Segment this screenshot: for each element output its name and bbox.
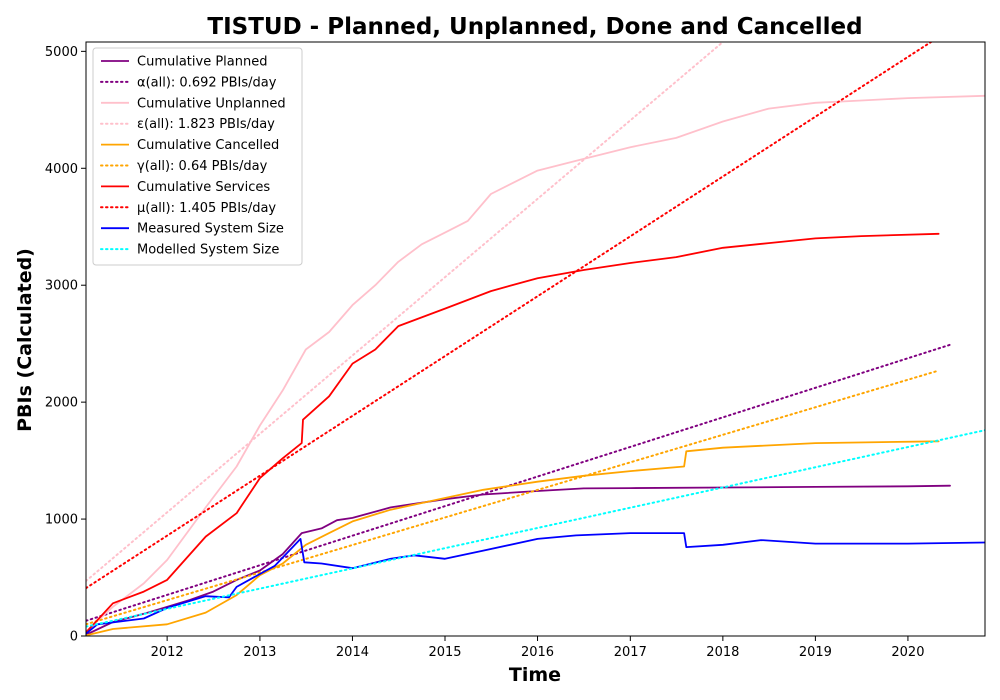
- legend-entry: μ(all): 1.405 PBIs/day: [100, 201, 276, 216]
- x-axis: 2012 2013 2014 2015 2016 2017 2018 2019 2020: [151, 636, 924, 660]
- plot-frame: [85, 41, 986, 637]
- legend-label: α(all): 0.692 PBIs/day: [137, 75, 277, 90]
- y-tick-label: 4000: [45, 162, 78, 177]
- legend: Cumulative Planned α(all): 0.692 PBIs/day…: [92, 47, 303, 266]
- legend-entry: Cumulative Unplanned: [101, 96, 286, 111]
- y-axis-label: PBIs (Calculated): [14, 248, 36, 432]
- legend-entry: Measured System Size: [101, 222, 284, 237]
- x-tick-label: 2014: [336, 645, 369, 660]
- legend-label: Cumulative Planned: [137, 55, 267, 70]
- x-tick-label: 2019: [799, 645, 832, 660]
- legend-label: ε(all): 1.823 PBIs/day: [137, 117, 275, 132]
- legend-entry: α(all): 0.692 PBIs/day: [100, 75, 277, 90]
- y-tick-label: 0: [70, 630, 78, 645]
- legend-label: Modelled System Size: [137, 243, 279, 258]
- x-tick-label: 2013: [243, 645, 276, 660]
- series-2-cumulative-unplanned-line: [86, 94, 985, 633]
- plot-area: [85, 41, 986, 637]
- x-tick-label: 2017: [614, 645, 647, 660]
- y-tick-label: 5000: [45, 45, 78, 60]
- series-4-cumulative-cancelled-line: [86, 440, 940, 636]
- series-6-cumulative-services-line: [86, 232, 940, 634]
- legend-entry: Cumulative Cancelled: [101, 138, 279, 153]
- series-group: [86, 42, 985, 636]
- series-9-modelled-system-size-line: [86, 429, 985, 628]
- x-tick-label: 2012: [151, 645, 184, 660]
- x-axis-label: Time: [509, 664, 561, 686]
- legend-entry: Modelled System Size: [100, 243, 279, 258]
- series-1-all-0-692-pbis-day-line: [86, 343, 951, 622]
- y-tick-label: 1000: [45, 513, 78, 528]
- x-tick-label: 2018: [706, 645, 739, 660]
- series-5-all-0-64-pbis-day-line: [86, 369, 940, 626]
- legend-entry: ε(all): 1.823 PBIs/day: [100, 117, 275, 132]
- legend-label: γ(all): 0.64 PBIs/day: [137, 159, 268, 174]
- x-tick-label: 2016: [521, 645, 554, 660]
- legend-label: Cumulative Services: [137, 180, 270, 195]
- legend-entry: Cumulative Services: [101, 180, 270, 195]
- series-0-cumulative-planned-line: [86, 484, 951, 636]
- series-8-measured-system-size-line: [86, 532, 985, 635]
- y-tick-label: 2000: [45, 396, 78, 411]
- legend-entry: Cumulative Planned: [101, 55, 267, 70]
- series-3-all-1-823-pbis-day-line: [86, 42, 724, 582]
- legend-entry: γ(all): 0.64 PBIs/day: [100, 159, 268, 174]
- legend-box: [92, 47, 303, 266]
- legend-label: Cumulative Unplanned: [137, 96, 286, 111]
- legend-label: Measured System Size: [137, 222, 284, 237]
- chart-title: TISTUD - Planned, Unplanned, Done and Ca…: [207, 14, 862, 40]
- legend-label: μ(all): 1.405 PBIs/day: [137, 201, 276, 216]
- x-tick-label: 2020: [891, 645, 924, 660]
- x-tick-label: 2015: [428, 645, 461, 660]
- y-axis: 0 1000 2000 3000 4000 5000: [45, 45, 86, 645]
- legend-label: Cumulative Cancelled: [137, 138, 279, 153]
- y-tick-label: 3000: [45, 279, 78, 294]
